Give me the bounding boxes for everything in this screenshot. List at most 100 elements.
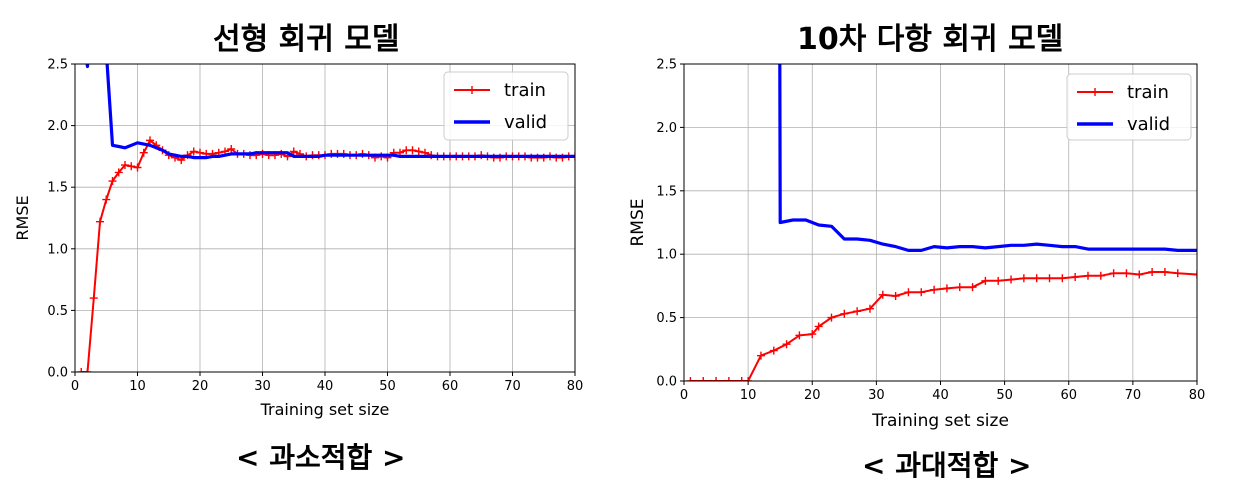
x-tick-label: 20 [192,379,209,394]
data-point-train [840,309,849,318]
data-point-train [737,377,746,381]
data-point-train [1148,267,1157,276]
y-tick-label: 0.0 [656,375,677,390]
data-point-train [1135,270,1144,279]
data-point-train [133,163,142,172]
data-point-train [878,290,887,299]
legend-marker-train [468,86,476,94]
data-point-train [756,351,765,360]
data-point-train [814,322,823,331]
plot-area [686,64,1197,381]
x-tick-label: 30 [868,388,885,403]
y-axis-label: RMSE [628,198,648,246]
x-tick-label: 10 [129,379,146,394]
x-tick-label: 40 [932,388,949,403]
data-point-train [189,147,198,156]
y-tick-label: 2.5 [47,58,68,73]
data-point-train [904,288,913,297]
data-point-train [853,307,862,316]
legend-label-valid: valid [1127,114,1170,135]
data-point-train [808,330,817,339]
legend-label-valid: valid [504,112,547,133]
data-point-train [699,377,708,381]
plot-area [77,64,575,372]
data-point-train [227,145,236,154]
data-point-train [744,377,753,381]
x-tick-label: 20 [804,388,821,403]
data-point-train [289,147,298,156]
x-tick-label: 40 [317,379,334,394]
y-tick-label: 0.0 [47,366,68,381]
data-point-train [127,162,136,171]
data-point-train [1032,274,1041,283]
panel-1-title: 선형 회귀 모델 [213,22,400,57]
x-tick-label: 50 [379,379,396,394]
x-tick-label: 60 [442,379,459,394]
legend-label-train: train [1127,82,1169,103]
legend: train valid [1066,73,1192,141]
data-point-train [1071,273,1080,282]
data-point-train [114,168,123,177]
series-line-valid [778,64,1197,252]
data-point-train [712,377,721,381]
data-point-train [196,148,204,157]
data-point-train [686,377,695,381]
panel-1-caption: < 과소적합 > [236,441,406,474]
legend: train valid [443,71,569,141]
data-point-train [102,195,111,204]
data-point-train [827,313,836,322]
data-point-train [89,294,98,303]
data-point-train [414,147,423,156]
panel-2-caption: < 과대적합 > [862,449,1032,482]
data-point-train [1193,270,1197,279]
x-tick-label: 80 [1189,388,1206,403]
data-point-train [1007,275,1016,284]
data-point-train [408,146,417,155]
y-tick-label: 1.5 [47,181,68,196]
series-line-train [81,139,575,372]
x-tick-label: 10 [740,388,757,403]
data-point-train [1122,269,1131,278]
x-tick-label: 0 [680,388,688,403]
data-point-train [724,377,733,381]
y-tick-label: 2.0 [656,121,677,136]
data-point-train [1173,269,1182,278]
y-tick-label: 1.0 [656,248,677,263]
data-point-train [891,292,900,301]
data-point-train [1160,267,1169,276]
data-point-train [917,288,926,297]
x-axis-label: Training set size [260,400,390,419]
y-tick-label: 0.5 [47,304,68,319]
x-tick-label: 30 [254,379,271,394]
x-tick-label: 80 [567,379,584,394]
data-point-train [96,217,104,226]
y-tick-label: 0.5 [656,311,677,326]
data-point-train [865,304,874,313]
data-point-train [121,161,129,170]
data-point-train [1058,274,1067,283]
chart-linear-regression: 0 10 20 30 40 50 60 70 80 0.0 0.5 1.0 1.5 2.0 2.5 Train… [13,58,584,420]
x-tick-label: 70 [1125,388,1142,403]
data-point-train [1045,274,1054,283]
data-point-train [782,340,791,349]
y-tick-label: 2.0 [47,119,68,134]
y-axis-label: RMSE [13,195,32,240]
data-point-train [981,276,990,285]
data-point-train [795,331,804,340]
chart-polynomial-regression: 0 10 20 30 40 50 60 70 80 0.0 0.5 1.0 1.5 2.0 2.5 Train… [628,58,1206,432]
data-point-train [769,346,778,355]
y-tick-label: 1.0 [47,242,68,257]
data-point-train [139,148,148,157]
data-point-train [108,177,117,186]
x-tick-label: 0 [71,379,79,394]
data-point-train [1096,271,1105,280]
data-point-train [1109,269,1118,278]
y-tick-label: 2.5 [656,58,677,73]
x-tick-label: 50 [996,388,1013,403]
data-point-train [942,284,951,293]
data-point-train [955,283,964,292]
data-point-train [83,368,92,372]
data-point-train [1083,271,1092,280]
data-point-train [1019,274,1028,283]
x-axis-label: Training set size [871,411,1009,431]
